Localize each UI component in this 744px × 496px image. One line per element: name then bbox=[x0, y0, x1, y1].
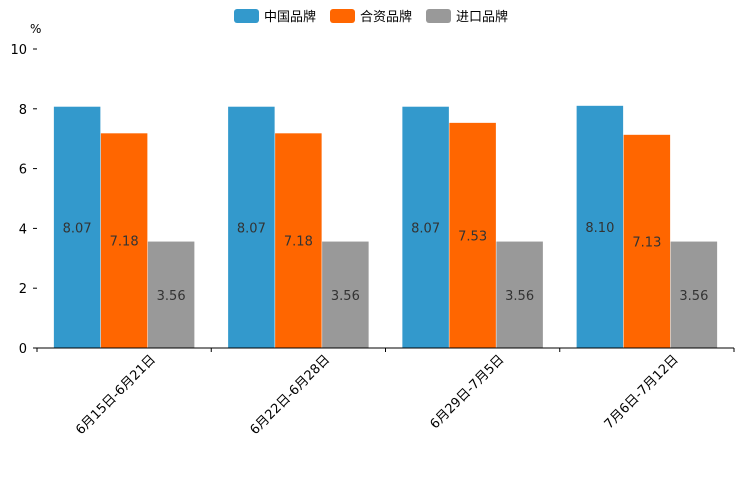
bar-data-label: 8.07 bbox=[237, 221, 266, 236]
bars bbox=[53, 105, 718, 348]
bar bbox=[147, 241, 195, 348]
y-tick-label: 6 bbox=[19, 163, 27, 178]
legend-swatch bbox=[426, 9, 451, 23]
legend-swatch bbox=[234, 9, 259, 23]
bar bbox=[576, 105, 624, 348]
bar-data-label: 3.56 bbox=[331, 289, 360, 304]
x-axis: 6月15日-6月21日 6月22日-6月28日 6月29日-7月5日 7月6日-7月1… bbox=[36, 348, 735, 438]
bar bbox=[322, 241, 369, 348]
y-axis-unit-label: % bbox=[30, 22, 41, 36]
bar-data-label: 3.56 bbox=[679, 289, 708, 304]
bar-data-label: 7.18 bbox=[284, 235, 313, 250]
bar-data-label: 8.07 bbox=[63, 221, 92, 236]
legend-label: 中国品牌 bbox=[264, 9, 316, 25]
bar bbox=[275, 133, 322, 348]
bar-data-label: 7.13 bbox=[632, 235, 661, 250]
bar-data-label: 3.56 bbox=[157, 289, 186, 304]
y-tick-label: 2 bbox=[19, 282, 27, 297]
bar-data-label: 7.18 bbox=[110, 235, 139, 250]
y-tick-label: 0 bbox=[19, 342, 27, 357]
bar-data-label: 8.10 bbox=[585, 221, 614, 236]
legend-swatch bbox=[330, 9, 355, 23]
legend: 中国品牌 合资品牌 进口品牌 bbox=[234, 9, 508, 25]
x-category-label: 6月22日-6月28日 bbox=[247, 352, 333, 438]
x-category-label: 6月15日-6月21日 bbox=[73, 352, 159, 438]
legend-label: 进口品牌 bbox=[456, 9, 508, 25]
bar bbox=[228, 106, 275, 348]
bar-data-label: 3.56 bbox=[505, 289, 534, 304]
bar-data-label: 7.53 bbox=[458, 229, 487, 244]
y-tick-label: 8 bbox=[19, 103, 27, 118]
bar bbox=[449, 122, 496, 348]
y-axis: 0 2 4 6 8 10 bbox=[10, 43, 37, 357]
y-tick-label: 4 bbox=[19, 222, 27, 237]
x-category-label: 7月6日-7月12日 bbox=[602, 352, 682, 432]
bar bbox=[670, 241, 718, 348]
bar bbox=[402, 106, 449, 348]
bar bbox=[623, 134, 671, 348]
bar-data-labels: 8.07 7.18 3.56 8.07 7.18 3.56 8.07 7.53 3.56 8.10… bbox=[63, 221, 709, 304]
bar bbox=[496, 241, 543, 348]
bar-data-label: 8.07 bbox=[411, 221, 440, 236]
bar bbox=[100, 133, 148, 348]
bar bbox=[53, 106, 101, 348]
x-category-label: 6月29日-7月5日 bbox=[428, 352, 508, 432]
y-tick-label: 10 bbox=[10, 43, 27, 58]
legend-label: 合资品牌 bbox=[360, 9, 412, 25]
